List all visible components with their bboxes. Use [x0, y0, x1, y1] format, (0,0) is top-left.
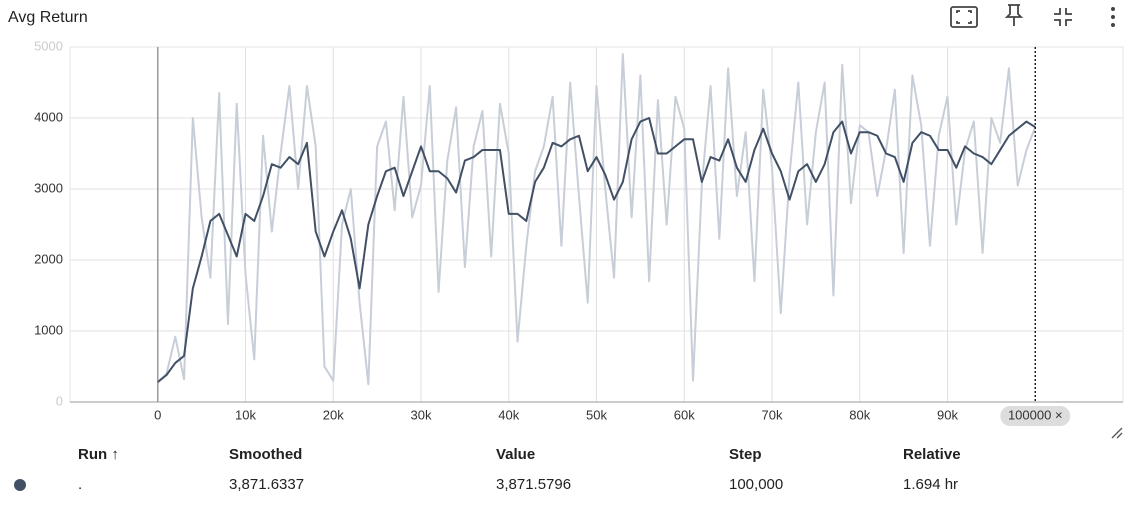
- x-tick-label: 50k: [586, 407, 607, 422]
- x-tick-label: 20k: [323, 407, 344, 422]
- x-tick-label: 70k: [762, 407, 783, 422]
- y-tick-label: 3000: [34, 180, 63, 195]
- column-header: Relative: [903, 446, 961, 463]
- column-header: Run ↑: [78, 446, 119, 463]
- table-cell: 1.694 hr: [903, 476, 958, 493]
- x-tick-label: 80k: [849, 407, 870, 422]
- hover-label: 100000 ×: [1008, 407, 1063, 422]
- y-tick-label: 0: [56, 393, 63, 408]
- card-title: Avg Return: [8, 9, 88, 26]
- table-cell: 3,871.6337: [229, 476, 304, 493]
- x-tick-label: 30k: [411, 407, 432, 422]
- y-tick-label: 2000: [34, 251, 63, 266]
- hover-chip: [1000, 406, 1071, 426]
- fullscreen-button[interactable]: [950, 6, 978, 28]
- y-tick-label: 1000: [34, 322, 63, 337]
- column-header: Smoothed: [229, 446, 302, 463]
- column-header: Step: [729, 446, 762, 463]
- pin-button[interactable]: [1004, 4, 1024, 26]
- run-color-swatch: [14, 479, 26, 491]
- x-tick-label: 60k: [674, 407, 695, 422]
- data-table: Run ↑ Smoothed Value Step Relative. 3,871.633…: [14, 446, 961, 493]
- resize-handle[interactable]: [1111, 427, 1123, 439]
- column-header: Value: [496, 446, 535, 463]
- table-cell: .: [78, 476, 82, 493]
- x-tick-label: 0: [154, 407, 161, 422]
- x-tick-label: 40k: [498, 407, 519, 422]
- y-tick-label: 4000: [34, 109, 63, 124]
- plot-area: 0 1000 2000 3000 4000 5000 0 10k 20k 30k 40k 50k 60k…: [34, 38, 1124, 426]
- raw-line: [157, 53, 1037, 386]
- table-cell: 3,871.5796: [496, 476, 571, 493]
- x-tick-label: 10k: [235, 407, 256, 422]
- y-tick-label: 5000: [34, 38, 63, 53]
- table-cell: 100,000: [729, 476, 783, 493]
- x-tick-label: 90k: [937, 407, 958, 422]
- collapse-button[interactable]: [1054, 8, 1072, 26]
- more-menu-button[interactable]: [1111, 7, 1115, 27]
- smoothed-line: [157, 117, 1036, 383]
